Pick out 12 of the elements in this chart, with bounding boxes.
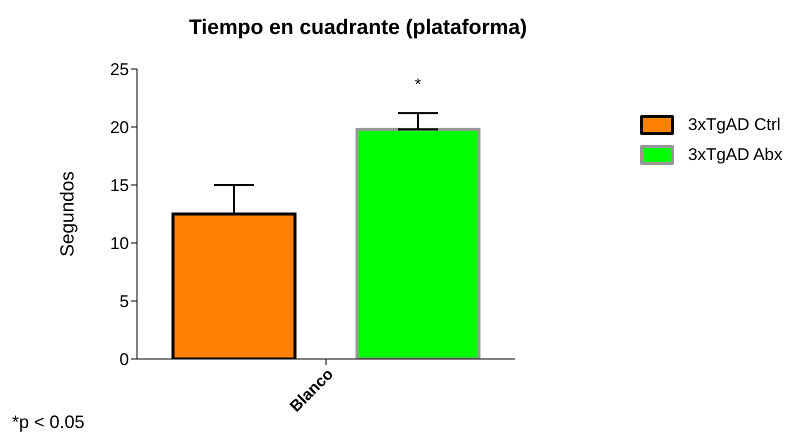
text: *p < 0.05 (12, 412, 85, 433)
legend-label: 3xTgAD Ctrl (688, 115, 781, 135)
annotation: * (414, 76, 422, 94)
y-tick-label: 10 (110, 234, 129, 254)
y-tick-label: 25 (110, 60, 129, 80)
y-tick-label: 0 (120, 350, 129, 370)
y-axis-title: Segundos (58, 171, 79, 257)
y-tick-label: 20 (110, 118, 129, 138)
y-tick-label: 5 (120, 292, 129, 312)
y-tick-label: 15 (110, 176, 129, 196)
legend-label: 3xTgAD Abx (688, 145, 782, 165)
chart-title: Tiempo en cuadrante (plataforma) (188, 16, 528, 40)
